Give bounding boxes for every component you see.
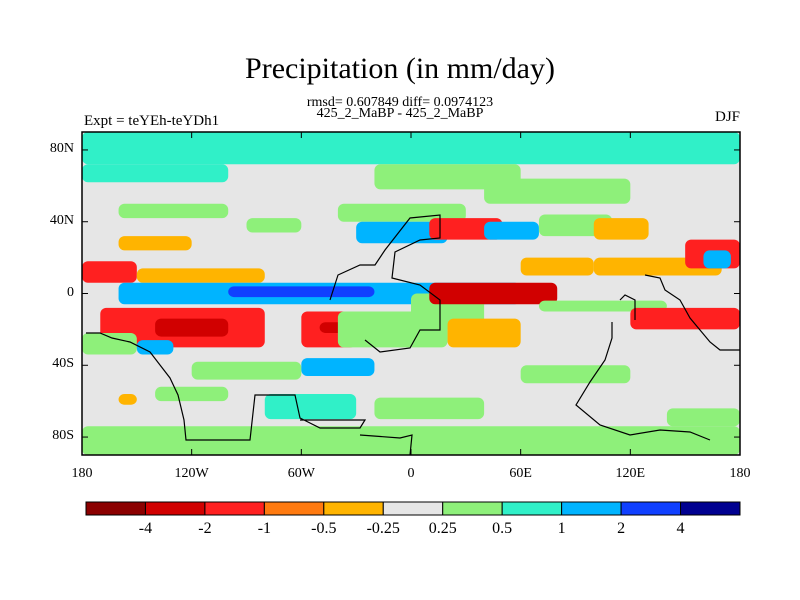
anomaly-region bbox=[593, 218, 649, 240]
anomaly-region bbox=[666, 408, 740, 427]
stats-label: rmsd= 0.607849 diff= 0.0974123 bbox=[306, 95, 494, 110]
y-tick-label: 40S bbox=[52, 356, 74, 372]
y-tick-label: 0 bbox=[67, 284, 74, 300]
season-label: DJF bbox=[714, 109, 740, 125]
y-tick-label: 80N bbox=[49, 140, 74, 156]
x-tick-label: 180 bbox=[729, 466, 751, 481]
colorbar-label: 1 bbox=[557, 520, 566, 537]
anomaly-region bbox=[484, 178, 631, 204]
colorbar bbox=[85, 501, 741, 516]
anomaly-region bbox=[155, 386, 229, 402]
anomaly-region bbox=[118, 203, 229, 219]
x-tick-marks bbox=[81, 132, 741, 455]
colorbar-swatch bbox=[620, 501, 682, 516]
anomaly-region bbox=[374, 397, 485, 420]
anomaly-region bbox=[337, 203, 466, 222]
colorbar-swatch bbox=[85, 501, 146, 516]
colorbar-swatch bbox=[204, 501, 265, 516]
anomaly-region bbox=[703, 250, 731, 269]
anomaly-region bbox=[264, 393, 357, 420]
chart-subtitle: 425_2_MaBP - 425_2_MaBP bbox=[316, 106, 484, 121]
colorbar-label: 4 bbox=[676, 520, 685, 537]
anomaly-region bbox=[429, 218, 503, 240]
anomaly-region bbox=[155, 318, 229, 337]
anomaly-region bbox=[447, 318, 521, 348]
anomaly-region bbox=[484, 221, 539, 240]
anomaly-region bbox=[136, 268, 265, 283]
colorbar-swatch bbox=[501, 501, 563, 516]
anomaly-region bbox=[337, 311, 448, 348]
x-tick-label: 120W bbox=[174, 466, 209, 481]
chart-title: Precipitation (in mm/day) bbox=[245, 52, 555, 85]
x-tick-label: 0 bbox=[407, 466, 415, 481]
anomaly-region bbox=[82, 164, 229, 183]
colorbar-swatch bbox=[442, 501, 503, 516]
anomaly-region bbox=[520, 257, 594, 276]
x-tick-label: 60W bbox=[287, 466, 315, 481]
y-tick-label: 80S bbox=[52, 428, 74, 444]
colorbar-label: -0.25 bbox=[366, 520, 400, 537]
anomaly-region bbox=[191, 361, 302, 380]
colorbar-swatch bbox=[323, 501, 384, 516]
map-field bbox=[82, 132, 740, 455]
colorbar-label: -1 bbox=[257, 520, 272, 537]
colorbar-swatch bbox=[144, 501, 206, 516]
colorbar-label: 0.25 bbox=[428, 520, 457, 537]
colorbar-label: -2 bbox=[198, 520, 212, 537]
anomaly-region bbox=[118, 236, 192, 251]
colorbar-swatch bbox=[561, 501, 622, 516]
colorbar-label: 2 bbox=[617, 520, 626, 537]
anomaly-region bbox=[246, 218, 302, 233]
colorbar-label: -4 bbox=[138, 520, 153, 537]
anomaly-region bbox=[429, 282, 558, 305]
x-tick-label: 120E bbox=[615, 466, 646, 481]
anomaly-region bbox=[630, 307, 740, 330]
anomaly-region bbox=[520, 365, 631, 384]
y-tick-label: 40N bbox=[49, 212, 74, 228]
anomaly-region bbox=[136, 340, 174, 355]
anomaly-region bbox=[228, 286, 375, 298]
anomaly-region bbox=[374, 164, 521, 190]
colorbar-swatch bbox=[382, 501, 444, 516]
experiment-label: Expt = teYEh-teYDh1 bbox=[84, 113, 220, 129]
anomaly-region bbox=[301, 358, 375, 377]
anomaly-region bbox=[356, 221, 448, 244]
coastline bbox=[86, 214, 740, 456]
colorbar-swatch bbox=[680, 501, 741, 516]
x-tick-label: 60E bbox=[509, 466, 532, 481]
x-tick-label: 180 bbox=[71, 466, 93, 481]
colorbar-label: 0.5 bbox=[492, 520, 513, 537]
anomaly-region bbox=[82, 332, 137, 355]
colorbar-label: -0.5 bbox=[311, 520, 337, 537]
colorbar-swatch bbox=[263, 501, 325, 516]
anomaly-region bbox=[82, 132, 740, 165]
y-tick-marks bbox=[82, 149, 740, 438]
anomaly-region bbox=[118, 393, 137, 405]
anomaly-region bbox=[82, 261, 137, 283]
